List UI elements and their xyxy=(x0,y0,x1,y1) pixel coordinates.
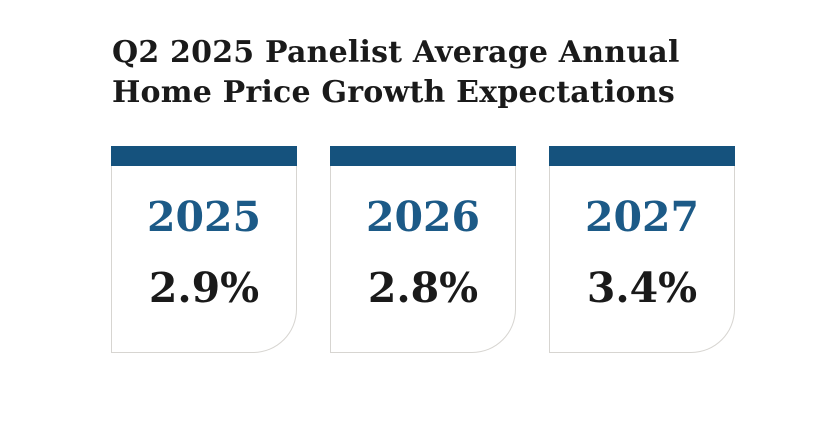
card-value-label: 2.9% xyxy=(148,264,260,312)
card-year-label: 2027 xyxy=(584,193,700,241)
stat-card-row: 2025 2.9% 2026 2.8% 2027 3.4% xyxy=(111,146,735,353)
card-value-label: 3.4% xyxy=(586,264,698,312)
chart-title: Q2 2025 Panelist Average Annual Home Pri… xyxy=(112,33,680,113)
card-year-label: 2026 xyxy=(365,193,481,241)
card-accent-bar xyxy=(111,146,297,166)
stat-card-2027: 2027 3.4% xyxy=(549,146,735,353)
card-accent-bar xyxy=(549,146,735,166)
card-accent-bar xyxy=(330,146,516,166)
chart-title-line1: Q2 2025 Panelist Average Annual xyxy=(112,35,680,70)
card-body: 2026 2.8% xyxy=(330,166,516,353)
card-year-label: 2025 xyxy=(146,193,262,241)
stat-card-2026: 2026 2.8% xyxy=(330,146,516,353)
chart-title-line2: Home Price Growth Expectations xyxy=(112,75,675,110)
stat-card-2025: 2025 2.9% xyxy=(111,146,297,353)
card-value-label: 2.8% xyxy=(367,264,479,312)
card-body: 2027 3.4% xyxy=(549,166,735,353)
card-body: 2025 2.9% xyxy=(111,166,297,353)
